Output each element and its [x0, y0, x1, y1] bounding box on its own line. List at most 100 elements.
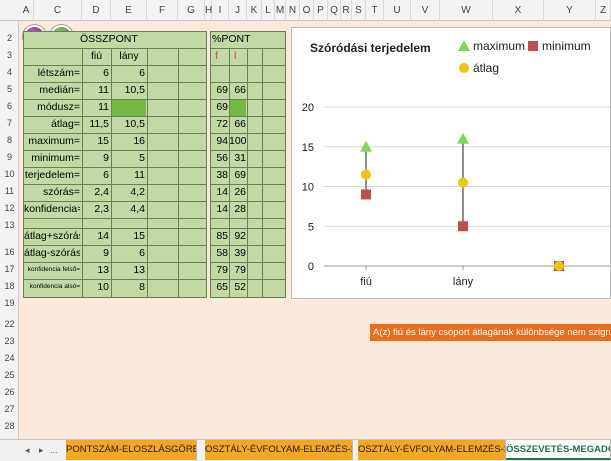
column-header[interactable]: L [262, 0, 275, 21]
row-header[interactable]: 22 [4, 319, 15, 329]
column-header[interactable]: S [352, 0, 366, 21]
column-header[interactable]: W [440, 0, 493, 21]
row-header[interactable]: 27 [4, 404, 15, 414]
column-header[interactable]: U [384, 0, 411, 21]
value-fiu[interactable]: 2,4 [94, 186, 109, 198]
value-fiu[interactable]: 6 [103, 169, 109, 181]
value-lany[interactable]: 6 [139, 67, 145, 79]
column-header[interactable]: H [205, 0, 212, 21]
pct-value-l[interactable]: 66 [234, 118, 246, 130]
pct-value-l[interactable]: 92 [234, 230, 246, 242]
column-header[interactable]: I [212, 0, 229, 21]
value-fiu[interactable]: 9 [103, 247, 109, 259]
column-header[interactable]: V [411, 0, 440, 21]
pct-value-f[interactable] [212, 65, 228, 81]
row-header[interactable]: 26 [4, 387, 15, 397]
value-lany[interactable]: 6 [139, 247, 145, 259]
column-header[interactable]: K [247, 0, 262, 21]
row-header[interactable]: 24 [4, 353, 15, 363]
column-header[interactable]: P [314, 0, 328, 21]
value-fiu[interactable]: 11 [98, 84, 109, 96]
pct-value-l[interactable]: 28 [234, 203, 246, 215]
pct-value-f[interactable]: 85 [216, 230, 228, 242]
value-fiu[interactable]: 2,3 [94, 203, 109, 215]
row-header[interactable]: 8 [6, 135, 12, 145]
value-lany[interactable]: 16 [133, 135, 145, 147]
value-lany[interactable]: 10,5 [124, 118, 145, 130]
more-sheets-button[interactable]: ... [50, 445, 58, 455]
tab-osztaly-evfolyam-elemzes-2[interactable]: OSZTÁLY-ÉVFOLYAM-ELEMZÉS-2 [205, 440, 353, 460]
pct-value-f[interactable]: 69 [216, 84, 228, 96]
pct-value-l[interactable]: 100 [229, 135, 246, 147]
column-header[interactable]: N [286, 0, 300, 21]
row-header[interactable]: 12 [4, 203, 15, 213]
column-header[interactable]: Q [328, 0, 341, 21]
pct-value-l[interactable]: 52 [234, 281, 246, 293]
row-header[interactable]: 11 [4, 186, 15, 196]
row-header[interactable]: 18 [4, 281, 15, 291]
pct-value-f[interactable]: 58 [216, 247, 228, 259]
value-fiu[interactable]: 11 [98, 101, 109, 113]
value-fiu[interactable]: 6 [103, 67, 109, 79]
column-header[interactable]: F [147, 0, 178, 21]
pct-value-l[interactable] [229, 99, 246, 115]
tab-pontszam-eloszlasgorbe[interactable]: PONTSZÁM-ELOSZLÁSGÖRBE [66, 440, 197, 460]
row-header[interactable]: 28 [4, 421, 15, 431]
value-lany[interactable]: 4,2 [130, 186, 145, 198]
value-fiu[interactable]: 10 [97, 281, 109, 293]
column-header[interactable]: G [178, 0, 205, 21]
pct-value-f[interactable]: 79 [216, 264, 228, 276]
row-header[interactable]: 13 [4, 220, 15, 230]
column-header[interactable]: O [300, 0, 314, 21]
value-lany[interactable] [111, 99, 145, 115]
value-fiu[interactable]: 9 [103, 152, 109, 164]
pct-value-f[interactable]: 72 [216, 118, 228, 130]
pct-value-f[interactable]: 94 [216, 135, 228, 147]
pct-value-l[interactable] [229, 65, 246, 81]
value-fiu[interactable]: 15 [97, 135, 109, 147]
row-header[interactable]: 2 [6, 33, 12, 43]
row-header[interactable]: 17 [4, 264, 15, 274]
value-fiu[interactable]: 11,5 [89, 118, 109, 130]
column-header[interactable]: E [111, 0, 147, 21]
pct-value-l[interactable]: 66 [234, 84, 246, 96]
row-header[interactable]: 16 [4, 247, 15, 257]
row-header[interactable]: 19 [4, 298, 15, 308]
pct-value-f[interactable]: 14 [216, 186, 228, 198]
pct-value-l[interactable]: 79 [234, 264, 246, 276]
tab-osztaly-evfolyam-elemzes-3[interactable]: OSZTÁLY-ÉVFOLYAM-ELEMZÉS-3 [358, 440, 506, 460]
row-header[interactable]: 6 [6, 101, 12, 111]
column-header[interactable]: C [34, 0, 82, 21]
value-lany[interactable]: 4,4 [130, 203, 145, 215]
pct-value-f[interactable]: 65 [216, 281, 228, 293]
pct-value-l[interactable]: 69 [234, 169, 246, 181]
range-chart[interactable]: Szóródási terjedelem maximum minimum átlag… [291, 27, 611, 299]
prev-sheet-icon[interactable]: ◂ [25, 445, 30, 455]
value-lany[interactable]: 10,5 [124, 84, 145, 96]
pct-value-f[interactable]: 56 [216, 152, 228, 164]
pct-value-f[interactable]: 38 [216, 169, 228, 181]
column-header[interactable]: D [82, 0, 111, 21]
row-header[interactable]: 7 [6, 118, 12, 128]
row-header[interactable]: 4 [6, 67, 12, 77]
column-header[interactable]: R [341, 0, 352, 21]
pct-value-f[interactable]: 69 [216, 101, 228, 113]
pct-value-f[interactable]: 14 [216, 203, 228, 215]
pct-value-l[interactable]: 31 [234, 152, 246, 164]
row-header[interactable]: 3 [6, 50, 12, 60]
tab-osszevetes-megadott[interactable]: ÖSSZEVETÉS-MEGADOTT [506, 440, 611, 460]
column-header[interactable]: X [493, 0, 544, 21]
column-header[interactable]: J [229, 0, 247, 21]
column-header[interactable]: Y [544, 0, 596, 21]
value-lany[interactable]: 15 [133, 230, 145, 242]
row-header[interactable]: 9 [6, 152, 12, 162]
column-header[interactable]: Z [596, 0, 611, 21]
column-header[interactable]: A [19, 0, 34, 21]
value-fiu[interactable]: 14 [97, 230, 109, 242]
pct-value-l[interactable]: 26 [234, 186, 246, 198]
row-header[interactable]: 23 [4, 336, 15, 346]
row-header[interactable]: 25 [4, 370, 15, 380]
column-header[interactable]: T [366, 0, 384, 21]
next-sheet-icon[interactable]: ▸ [39, 445, 44, 455]
row-header[interactable]: 10 [4, 169, 15, 179]
